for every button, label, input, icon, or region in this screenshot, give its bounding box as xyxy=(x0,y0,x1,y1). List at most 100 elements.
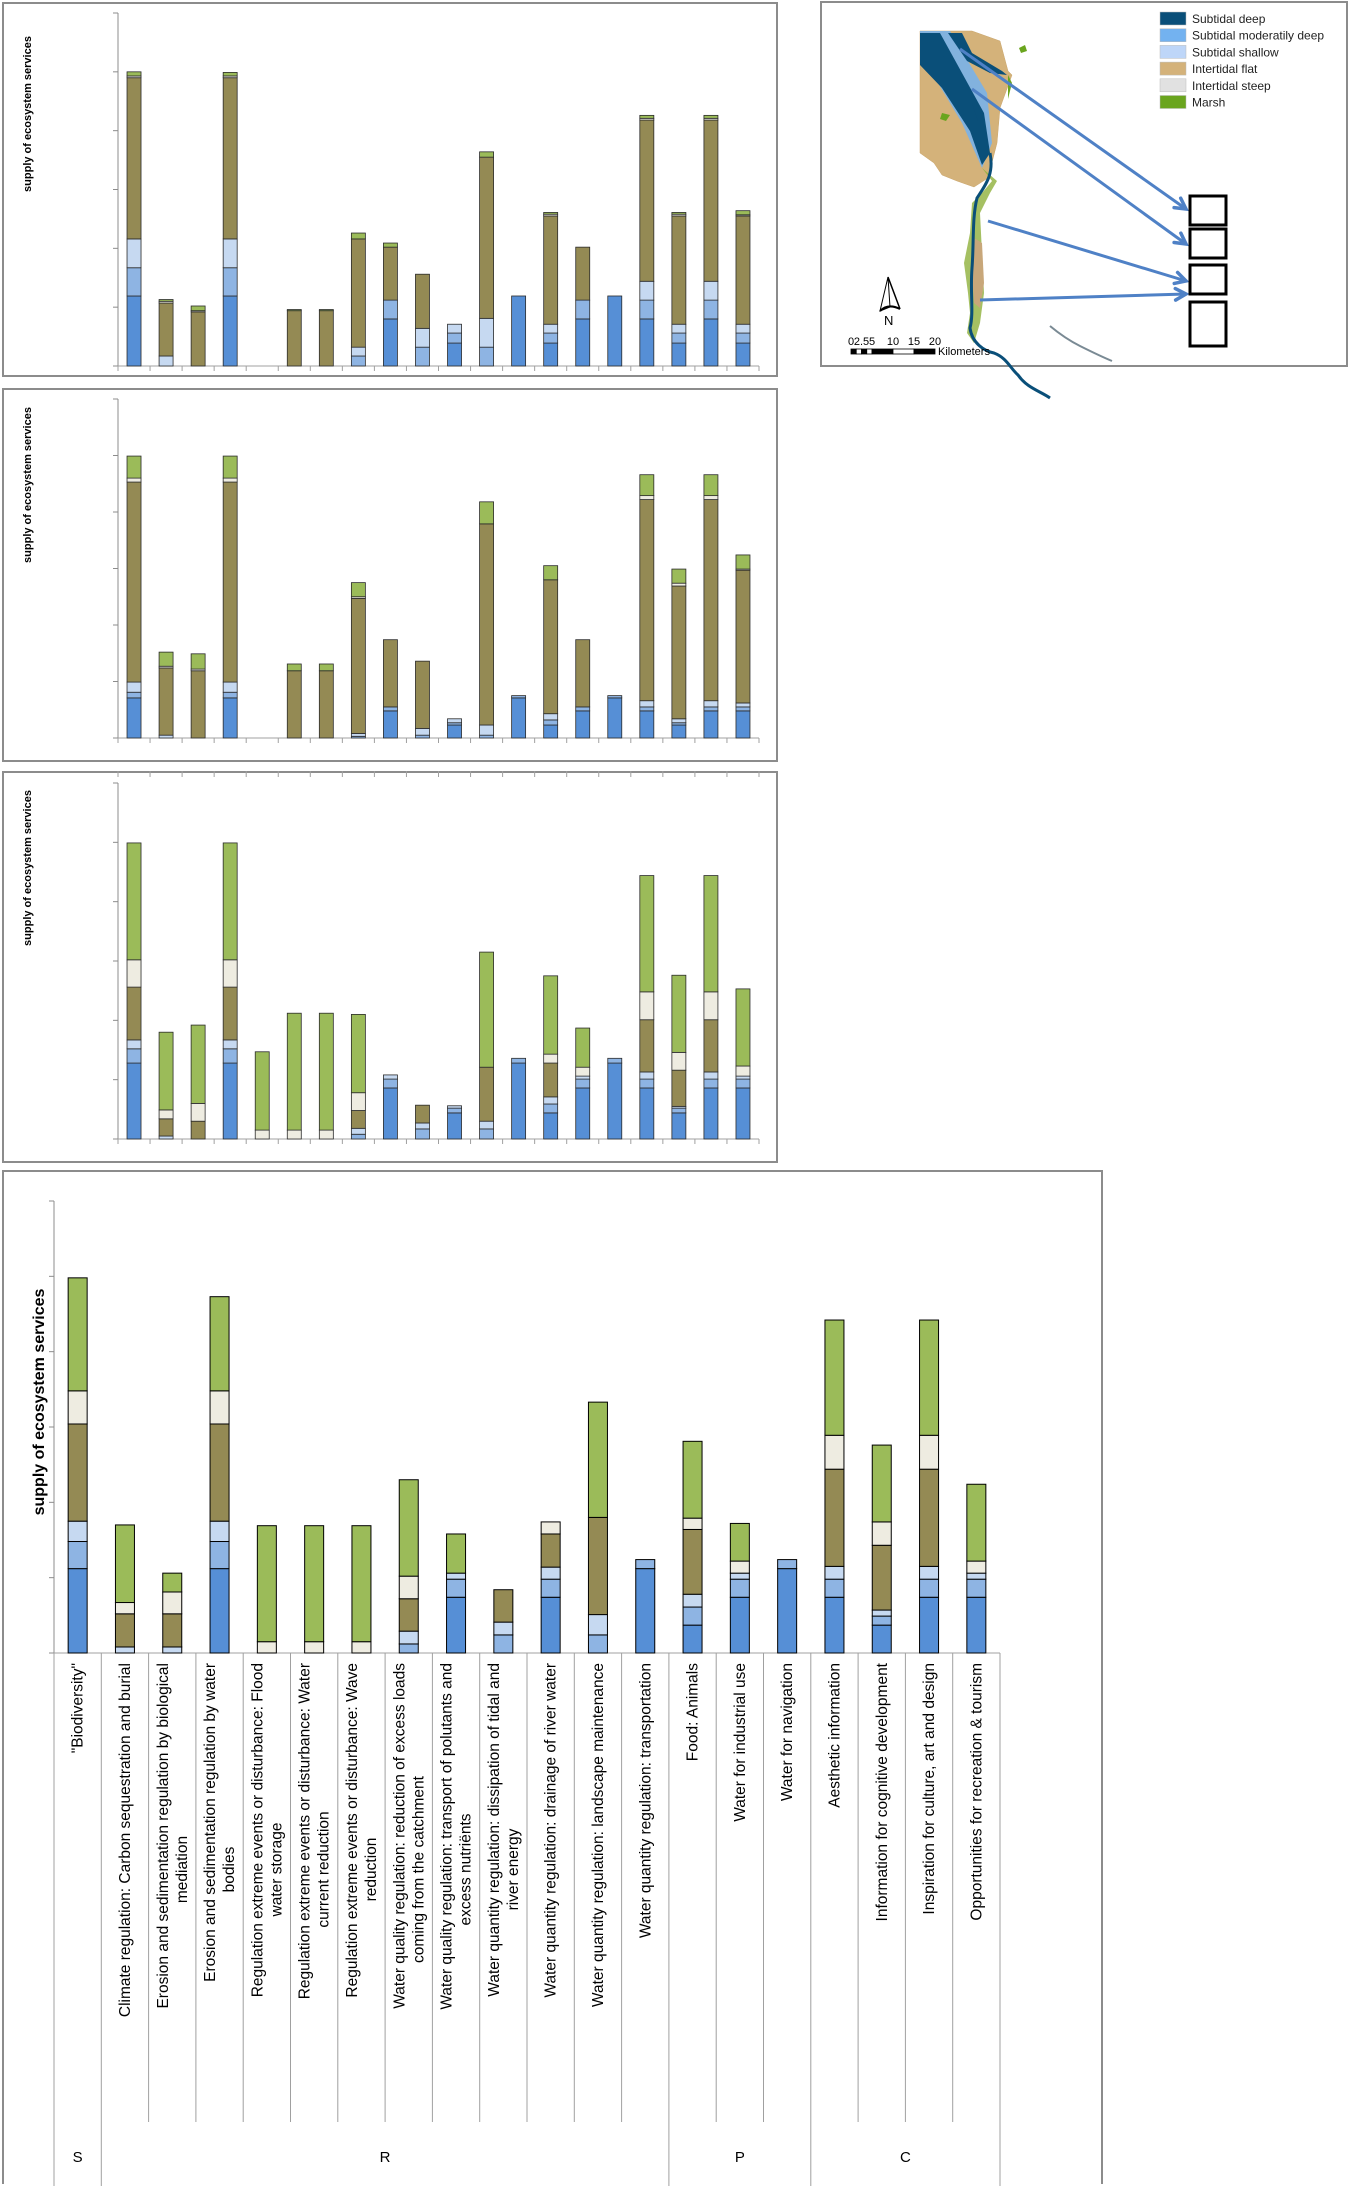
bar-segment-marsh xyxy=(286,663,302,672)
bar-segment-subtidal-moderatily-deep xyxy=(415,734,430,739)
category-label: Water quantity regulation: transportatio… xyxy=(637,1663,654,1938)
bar-segment-marsh xyxy=(304,1525,325,1643)
category-label: Regulation extreme events or disturbance… xyxy=(249,1663,266,1997)
bar-segment-subtidal-shallow xyxy=(415,327,430,348)
bar-segment-marsh xyxy=(286,309,302,312)
bar-segment-subtidal-moderatily-deep xyxy=(479,734,494,739)
bar-segment-subtidal-deep xyxy=(735,342,751,367)
bar-segment-marsh xyxy=(639,114,655,119)
bar-segment-subtidal-shallow xyxy=(158,355,174,367)
bar-segment-intertidal-flat xyxy=(398,1598,419,1632)
bar-segment-subtidal-deep xyxy=(639,710,655,739)
category-label: Aesthetic information xyxy=(826,1663,843,1808)
bar-segment-subtidal-moderatily-deep xyxy=(639,1078,655,1089)
bar-segment-intertidal-flat xyxy=(479,156,494,319)
bar-segment-subtidal-deep xyxy=(703,318,719,367)
bar-segment-intertidal-steep xyxy=(67,1390,88,1425)
bar-segment-marsh xyxy=(671,568,687,584)
bar-segment-intertidal-steep xyxy=(398,1575,419,1600)
bar-segment-subtidal-moderatily-deep xyxy=(671,1107,687,1114)
map-marsh-patch xyxy=(940,113,950,121)
scale-bar-segment xyxy=(850,348,857,355)
bar-segment-intertidal-steep xyxy=(682,1517,703,1530)
map-legend: Subtidal deep Subtidal moderatily deep Sub… xyxy=(1159,11,1324,110)
bar-segment-marsh xyxy=(575,1027,591,1068)
bar-segment-subtidal-deep xyxy=(543,1112,559,1140)
map-arrow-head xyxy=(1172,196,1189,212)
bar-segment-marsh xyxy=(383,242,398,248)
bar-segment-intertidal-flat xyxy=(919,1468,940,1567)
bar-segment-subtidal-shallow xyxy=(398,1630,419,1645)
bar-segment-intertidal-flat xyxy=(67,1423,88,1522)
bar-segment-subtidal-moderatily-deep xyxy=(635,1559,656,1570)
bar-segment-intertidal-steep xyxy=(540,1521,561,1535)
bar-segment-subtidal-moderatily-deep xyxy=(209,1541,230,1570)
bar-segment-subtidal-shallow xyxy=(479,1120,494,1130)
bar-segment-subtidal-moderatily-deep xyxy=(607,695,623,699)
bar-segment-subtidal-moderatily-deep xyxy=(735,1078,751,1089)
bar-segment-intertidal-flat xyxy=(682,1528,703,1595)
bar-segment-intertidal-steep xyxy=(639,495,655,500)
bar-segment-intertidal-flat xyxy=(639,499,655,702)
bar-segment-marsh xyxy=(222,842,238,961)
bar-segment-intertidal-flat xyxy=(587,1516,608,1616)
legend-swatch xyxy=(1159,11,1187,26)
chart-panel-3: supply of ecosystem services xyxy=(2,771,778,1163)
bar-segment-intertidal-flat xyxy=(671,215,687,325)
bar-segment-subtidal-deep xyxy=(383,318,398,367)
bar-segment-intertidal-steep xyxy=(318,1129,334,1140)
legend-label: Intertidal flat xyxy=(1192,62,1258,76)
bar-segment-intertidal-steep xyxy=(350,1092,366,1111)
bar-segment-marsh xyxy=(67,1277,88,1392)
bar-segment-subtidal-moderatily-deep xyxy=(703,1078,719,1089)
legend-label: Intertidal steep xyxy=(1192,79,1271,93)
bar-segment-subtidal-shallow xyxy=(703,700,719,708)
bar-segment-subtidal-moderatily-deep xyxy=(871,1615,892,1626)
legend-swatch xyxy=(1159,28,1187,42)
bar-segment-subtidal-shallow xyxy=(446,1572,467,1580)
bar-segment-intertidal-flat xyxy=(540,1533,561,1568)
bar-segment-subtidal-moderatily-deep xyxy=(222,691,238,699)
bar-segment-marsh xyxy=(126,71,142,77)
bar-segment-marsh xyxy=(703,875,719,993)
bar-segment-subtidal-moderatily-deep xyxy=(415,1128,430,1140)
bar-segment-marsh xyxy=(543,565,559,581)
map-box-1 xyxy=(1188,194,1228,227)
bar-segment-marsh xyxy=(126,455,142,479)
bar-segment-marsh xyxy=(222,455,238,479)
bar-segment-subtidal-shallow xyxy=(209,1520,230,1543)
bar-segment-marsh xyxy=(350,582,366,598)
bar-segment-intertidal-flat xyxy=(158,667,174,736)
bar-segment-intertidal-steep xyxy=(543,1053,559,1064)
legend-label: Marsh xyxy=(1192,96,1225,110)
main-chart-svg: supply of ecosystem services "Biodiversit… xyxy=(31,1200,1001,2186)
bar-segment-subtidal-shallow xyxy=(735,323,751,334)
bar-segment-marsh xyxy=(351,1525,372,1643)
bar-segment-subtidal-deep xyxy=(126,697,142,739)
bar-segment-subtidal-deep xyxy=(383,1087,398,1140)
bar-segment-marsh xyxy=(587,1401,608,1518)
bar-segment-intertidal-flat xyxy=(222,986,238,1041)
bar-segment-intertidal-steep xyxy=(256,1641,277,1654)
bar-segment-intertidal-steep xyxy=(114,1602,135,1615)
map-subtidal-deep-channel-1 xyxy=(920,33,990,165)
bar-segment-subtidal-deep xyxy=(735,1087,751,1140)
bar-segment-intertidal-steep xyxy=(126,477,142,483)
bar-segment-intertidal-flat xyxy=(286,310,302,367)
category-label: Water for navigation xyxy=(779,1663,796,1801)
bar-segment-subtidal-shallow xyxy=(350,733,366,737)
bar-segment-marsh xyxy=(190,653,206,670)
bar-segment-marsh xyxy=(158,1031,174,1111)
bar-segment-subtidal-deep xyxy=(607,697,623,739)
bar-segment-intertidal-flat xyxy=(575,639,591,708)
group-label: P xyxy=(735,2149,745,2166)
bar-segment-marsh xyxy=(162,1572,183,1593)
bar-segment-subtidal-shallow xyxy=(222,238,238,269)
bar-segment-marsh xyxy=(286,1012,302,1131)
bar-segment-subtidal-deep xyxy=(222,697,238,739)
bar-segment-intertidal-flat xyxy=(383,639,398,708)
bar-segment-intertidal-flat xyxy=(286,670,302,739)
bar-segment-marsh xyxy=(543,212,559,215)
category-label: mediation xyxy=(174,1836,191,1903)
bar-segment-subtidal-moderatily-deep xyxy=(126,267,142,297)
